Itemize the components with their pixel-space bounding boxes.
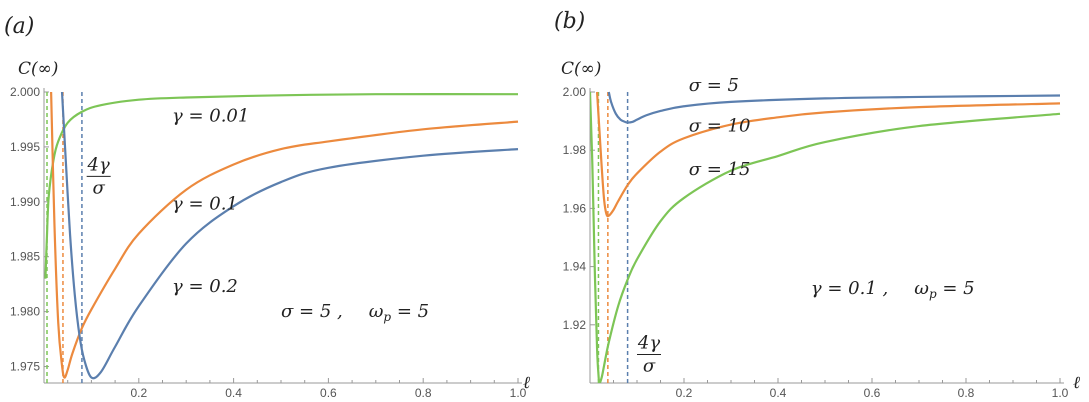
y-tick-label: 1.94 [563,260,587,274]
panel-label-a: (a) [4,14,34,39]
x-tick-label: 0.8 [958,386,975,400]
fraction-numerator: 4γ [637,332,660,353]
curve-label: σ = 10 [689,115,751,136]
params-label: σ = 5 , ωp = 5 [281,301,429,324]
x-tick-label: 0.4 [225,386,242,400]
y-tick-label: 2.000 [10,85,40,99]
y-tick-label: 1.990 [10,195,40,209]
curve-label: γ = 0.2 [172,276,238,297]
fraction-numerator: 4γ [87,154,110,175]
fraction-denominator: σ [93,177,106,198]
y-axis-title: C(∞) [18,59,58,79]
fraction-denominator: σ [643,355,656,376]
x-tick-label: 0.8 [415,386,432,400]
y-axis-title: C(∞) [561,59,601,79]
x-tick-label: 0.4 [770,386,787,400]
y-tick-label: 2.00 [563,85,587,99]
y-tick-label: 1.92 [563,318,587,332]
x-axis-title: ℓ [523,373,530,393]
x-tick-label: 0.2 [676,386,693,400]
x-tick-label: 0.2 [130,386,147,400]
y-tick-label: 1.975 [10,360,40,374]
x-tick-label: 0.6 [864,386,881,400]
series-line [590,91,1061,383]
x-axis-title: ℓ [1073,373,1080,393]
chart-panel-a: C(∞) ℓ σ = 5 , ωp = 5 1.975 1.980 1.985 1.99… [10,59,530,400]
y-tick-label: 1.985 [10,250,40,264]
series-line [60,91,519,380]
y-tick-label: 1.980 [10,305,40,319]
series-line [44,93,519,279]
chart-panel-b: C(∞) ℓ γ = 0.1 , ωp = 5 1.92 1.94 1.96 1.98 2… [561,59,1080,400]
x-tick-label: 0.6 [320,386,337,400]
x-tick-label: 1.0 [510,386,527,400]
y-tick-label: 1.96 [563,201,587,215]
series-line [50,91,519,379]
y-tick-label: 1.98 [563,143,587,157]
series-line [607,91,1061,124]
panel-label-b: (b) [554,9,585,34]
params-label: γ = 0.1 , ωp = 5 [811,278,975,301]
curve-label: γ = 0.01 [172,106,249,127]
curve-label: γ = 0.1 [172,193,238,214]
curve-label: σ = 15 [689,159,751,180]
y-tick-label: 1.995 [10,140,40,154]
x-tick-label: 1.0 [1052,386,1069,400]
series-line [595,91,1061,218]
curve-label: σ = 5 [689,75,739,96]
